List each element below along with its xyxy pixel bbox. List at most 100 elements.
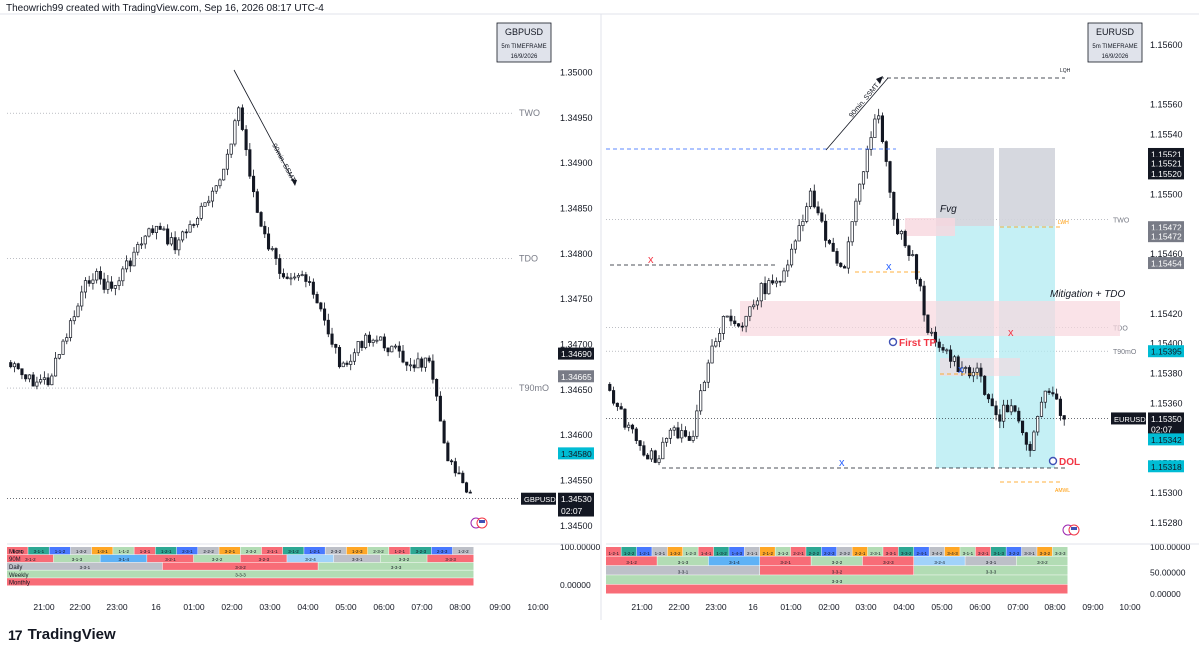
- smt-arrow-icon: [876, 76, 883, 84]
- first-tp-icon: [888, 337, 898, 347]
- candle-body: [619, 406, 623, 410]
- sequence-cell: [760, 565, 914, 575]
- candle-body: [850, 221, 854, 243]
- candle-body: [214, 185, 218, 192]
- price-tag-label: 02:07: [1151, 424, 1173, 434]
- candle-body: [1005, 404, 1009, 413]
- sequence-cell: [193, 554, 240, 563]
- sequence-cell-label: 3-2-2: [212, 557, 223, 562]
- candle-body: [266, 233, 271, 250]
- sequence-cell-label: 3-3-2: [235, 565, 246, 570]
- candle-body: [39, 379, 43, 383]
- price-tag: [1148, 412, 1184, 425]
- price-tick-label: 1.34600: [560, 430, 593, 440]
- sequence-cell: [28, 547, 49, 555]
- candle-body: [95, 270, 99, 281]
- candle-body: [401, 350, 405, 363]
- candle-body: [293, 276, 297, 279]
- osc-scale-label: 100.00000: [1150, 542, 1190, 552]
- candle-body: [244, 129, 248, 151]
- candle-body: [907, 245, 911, 257]
- sequence-cell-label: 3-3-3: [986, 570, 997, 575]
- sequence-cell-label: 3-3-2: [832, 570, 843, 575]
- sequence-cell-label: 3-2-4: [305, 557, 316, 562]
- candle-body: [983, 375, 987, 395]
- candle-body: [46, 377, 50, 386]
- sequence-cell: [744, 547, 760, 556]
- sequence-cell-label: 3-1-4: [729, 560, 740, 565]
- price-tag: [1148, 433, 1184, 446]
- price-tick-label: 1.15300: [1150, 488, 1183, 498]
- sequence-cell-label: 2-2-1: [855, 551, 866, 556]
- sequence-cell-label: 3-2-2: [832, 560, 843, 565]
- candle-body: [184, 231, 188, 234]
- candle-body: [289, 277, 293, 280]
- candle-body: [714, 341, 718, 347]
- sequence-cell-label: 1-3-1: [97, 549, 108, 554]
- sequence-cell-label: 1-2-1: [639, 551, 650, 556]
- candle-body: [759, 283, 763, 302]
- osc-scale-label: 0.00000: [1150, 589, 1181, 599]
- candle-body: [210, 190, 215, 202]
- candle-body: [367, 334, 371, 343]
- price-tick-label: 1.15460: [1150, 249, 1183, 259]
- candle-body: [699, 390, 703, 412]
- candle-body: [1032, 431, 1036, 451]
- candle-body: [843, 266, 847, 269]
- sequence-cell-label: 3-2-1: [780, 560, 791, 565]
- candle-body: [668, 429, 672, 439]
- price-tick-label: 1.15400: [1150, 339, 1183, 349]
- candle-body: [195, 218, 200, 226]
- candle-body: [812, 190, 816, 208]
- sequence-cell: [698, 547, 714, 556]
- price-tick-label: 1.34800: [560, 249, 593, 259]
- sequence-cell: [914, 565, 1068, 575]
- candle-body: [110, 281, 114, 289]
- zone-mitigation: [740, 301, 1120, 336]
- symbol-box-title: EURUSD: [1096, 27, 1135, 37]
- candle-body: [203, 202, 207, 207]
- candle-body: [914, 254, 919, 280]
- sequence-cell-label: 3-1-1: [963, 551, 974, 556]
- candle-body: [83, 280, 88, 293]
- candle-body: [24, 374, 28, 380]
- price-tag-label: 02:07: [561, 506, 583, 516]
- symbol-box-title: GBPUSD: [505, 27, 544, 37]
- candle-body: [431, 360, 435, 380]
- price-tick-label: 1.15280: [1150, 518, 1183, 528]
- osc-scale-label: 0.00000: [560, 580, 591, 590]
- time-tick-label: 22:00: [69, 602, 91, 612]
- cross-marker: x: [1008, 327, 1014, 339]
- candle-body: [132, 251, 136, 267]
- sequence-cell-label: 3-3-3: [1055, 551, 1066, 556]
- price-tag: [558, 504, 594, 517]
- sequence-cell: [775, 547, 791, 556]
- candle-body: [774, 280, 778, 284]
- sequence-cell-label: 1-2-3: [352, 549, 363, 554]
- candle-body: [285, 276, 289, 279]
- candle-body: [446, 442, 450, 462]
- symbol-box: [496, 22, 552, 63]
- smt-label: 90min. SSMT: [848, 82, 881, 120]
- sequence-cell-label: 3-2-4: [934, 560, 945, 565]
- candle-body: [638, 440, 642, 447]
- tradingview-logo-icon: 17: [8, 626, 23, 643]
- price-tick-label: 1.34900: [560, 158, 593, 168]
- sequence-row-label: Daily: [9, 565, 22, 571]
- sequence-cell-label: 3-1-3: [678, 560, 689, 565]
- candle-body: [896, 218, 900, 235]
- sequence-cell: [713, 547, 729, 556]
- sequence-cell-label: 3-3-1: [352, 557, 363, 562]
- candle-body: [612, 390, 616, 404]
- candle-body: [233, 120, 237, 145]
- mitigation-label: Mitigation + TDO: [1050, 289, 1126, 300]
- sequence-cell: [652, 547, 668, 556]
- sequence-cell-label: 3-2-3: [883, 560, 894, 565]
- lqh-label: LQH: [1060, 68, 1071, 74]
- price-tick-label: 1.15540: [1150, 130, 1183, 140]
- sequence-cell: [155, 547, 177, 555]
- candle-body: [740, 325, 744, 328]
- time-tick-label: 05:00: [335, 602, 357, 612]
- candle-body: [1036, 416, 1040, 433]
